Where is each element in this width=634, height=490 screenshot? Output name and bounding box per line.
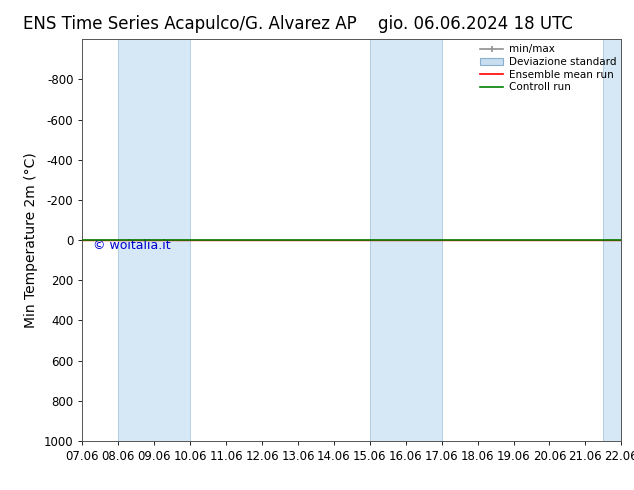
Text: ENS Time Series Acapulco/G. Alvarez AP: ENS Time Series Acapulco/G. Alvarez AP — [23, 15, 357, 33]
Text: © woitalia.it: © woitalia.it — [93, 239, 171, 252]
Legend: min/max, Deviazione standard, Ensemble mean run, Controll run: min/max, Deviazione standard, Ensemble m… — [479, 42, 618, 94]
Y-axis label: Min Temperature 2m (°C): Min Temperature 2m (°C) — [24, 152, 38, 328]
Text: gio. 06.06.2024 18 UTC: gio. 06.06.2024 18 UTC — [378, 15, 573, 33]
Bar — [604, 39, 621, 441]
Bar — [370, 39, 442, 441]
Bar — [119, 39, 190, 441]
